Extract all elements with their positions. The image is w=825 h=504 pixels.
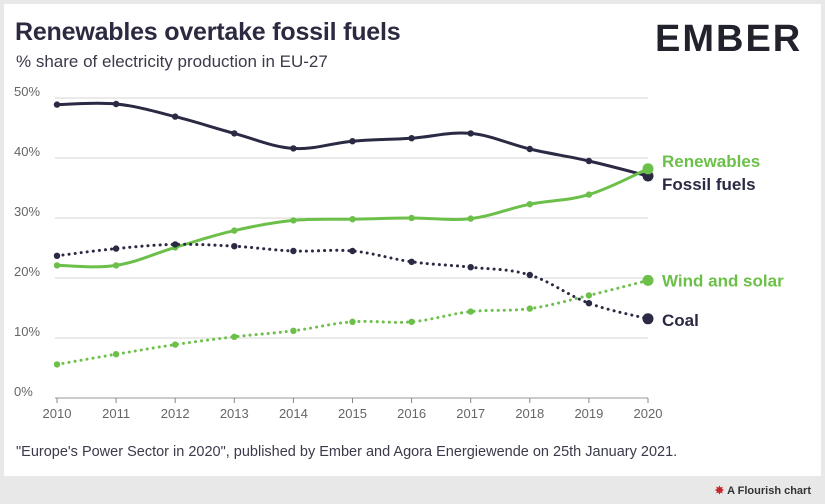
data-point-wind-and-solar[interactable]	[172, 341, 179, 348]
series-label-coal: Coal	[662, 311, 699, 330]
flourish-credit-text: A Flourish chart	[727, 485, 811, 497]
y-tick-label: 0%	[14, 384, 33, 399]
data-point-wind-and-solar[interactable]	[526, 305, 533, 312]
data-point-wind-and-solar[interactable]	[349, 318, 356, 325]
x-tick-label: 2011	[102, 406, 130, 421]
data-point-renewables[interactable]	[467, 215, 474, 222]
data-point-coal[interactable]	[642, 313, 654, 325]
data-point-renewables[interactable]	[526, 201, 533, 208]
data-point-renewables[interactable]	[231, 227, 238, 234]
data-point-fossil-fuels[interactable]	[290, 145, 297, 152]
x-tick-label: 2018	[515, 406, 544, 421]
data-point-renewables[interactable]	[642, 163, 654, 175]
x-tick-label: 2015	[338, 406, 367, 421]
data-point-wind-and-solar[interactable]	[53, 361, 61, 368]
data-point-fossil-fuels[interactable]	[585, 157, 593, 165]
series-label-wind-and-solar: Wind and solar	[662, 271, 784, 290]
chart-title: Renewables overtake fossil fuels	[15, 18, 401, 46]
x-tick-label: 2019	[574, 406, 603, 421]
data-point-wind-and-solar[interactable]	[408, 318, 415, 325]
chart-subtitle: % share of electricity production in EU-…	[16, 52, 328, 71]
series-points	[53, 100, 654, 368]
data-point-coal[interactable]	[526, 271, 533, 279]
flourish-credit[interactable]: ✸ A Flourish chart	[715, 484, 811, 497]
data-point-coal[interactable]	[53, 252, 61, 259]
data-point-coal[interactable]	[231, 243, 238, 250]
x-axis-ticks: 2010 2011 2012 2013 2014 2015 2016 2017 2018 2019…	[43, 398, 663, 421]
data-point-coal[interactable]	[290, 247, 297, 255]
data-point-fossil-fuels[interactable]	[349, 138, 356, 145]
y-tick-label: 30%	[14, 204, 40, 219]
ember-logo[interactable]: EMBER	[655, 18, 803, 60]
x-tick-label: 2016	[397, 406, 426, 421]
data-point-fossil-fuels[interactable]	[467, 130, 474, 137]
series-label-renewables: Renewables	[662, 152, 760, 171]
data-point-fossil-fuels[interactable]	[53, 101, 61, 108]
series-label-fossil-fuels: Fossil fuels	[662, 175, 756, 194]
data-point-fossil-fuels[interactable]	[408, 135, 415, 142]
x-tick-label: 2010	[43, 406, 72, 421]
data-point-renewables[interactable]	[349, 216, 356, 223]
data-point-coal[interactable]	[112, 245, 120, 252]
chart-card	[4, 4, 821, 476]
flourish-star-icon: ✸	[714, 485, 725, 497]
source-note: "Europe's Power Sector in 2020", publish…	[16, 444, 678, 460]
data-point-wind-and-solar[interactable]	[112, 351, 120, 358]
y-tick-label: 50%	[14, 84, 40, 99]
data-point-coal[interactable]	[172, 241, 179, 248]
data-point-wind-and-solar[interactable]	[585, 292, 593, 299]
data-point-coal[interactable]	[467, 264, 474, 271]
data-point-renewables[interactable]	[290, 217, 297, 224]
data-point-coal[interactable]	[408, 258, 415, 265]
data-point-fossil-fuels[interactable]	[172, 113, 179, 120]
x-tick-label: 2012	[161, 406, 190, 421]
y-tick-label: 20%	[14, 264, 40, 279]
data-point-wind-and-solar[interactable]	[642, 274, 654, 286]
y-tick-label: 10%	[14, 324, 40, 339]
series-end-labels: Fossil fuels Renewables Coal Wind and solar	[662, 152, 784, 330]
gridlines	[55, 97, 648, 399]
data-point-renewables[interactable]	[408, 214, 415, 222]
data-point-renewables[interactable]	[53, 262, 61, 269]
data-point-fossil-fuels[interactable]	[231, 130, 238, 137]
data-point-fossil-fuels[interactable]	[112, 100, 120, 108]
x-tick-label: 2020	[634, 406, 663, 421]
data-point-wind-and-solar[interactable]	[290, 327, 297, 334]
series-line-coal[interactable]	[55, 242, 650, 321]
data-point-renewables[interactable]	[112, 262, 120, 269]
data-point-renewables[interactable]	[585, 191, 593, 198]
data-point-coal[interactable]	[349, 247, 356, 255]
x-tick-label: 2014	[279, 406, 308, 421]
data-point-wind-and-solar[interactable]	[231, 333, 238, 340]
y-axis-ticks: 0% 10% 20% 30% 40% 50%	[14, 84, 40, 399]
data-point-wind-and-solar[interactable]	[467, 308, 474, 315]
x-tick-label: 2017	[456, 406, 485, 421]
x-tick-label: 2013	[220, 406, 249, 421]
data-point-fossil-fuels[interactable]	[526, 145, 533, 153]
data-point-coal[interactable]	[585, 300, 593, 307]
y-tick-label: 40%	[14, 144, 40, 159]
